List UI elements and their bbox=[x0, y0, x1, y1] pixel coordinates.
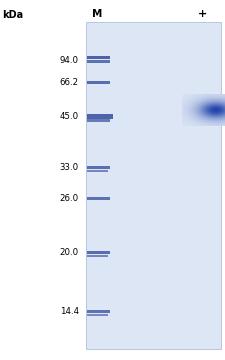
Text: kDa: kDa bbox=[2, 10, 23, 20]
Bar bbox=[87, 56, 110, 59]
Text: 45.0: 45.0 bbox=[60, 112, 79, 121]
Bar bbox=[87, 197, 110, 200]
Text: 14.4: 14.4 bbox=[60, 307, 79, 316]
Text: M: M bbox=[92, 9, 102, 19]
Bar bbox=[87, 166, 110, 169]
Text: 20.0: 20.0 bbox=[60, 248, 79, 257]
Bar bbox=[87, 119, 110, 122]
Bar bbox=[87, 251, 110, 254]
Text: 33.0: 33.0 bbox=[60, 163, 79, 172]
Bar bbox=[87, 60, 110, 63]
Bar bbox=[87, 114, 112, 119]
Text: +: + bbox=[198, 9, 207, 19]
Text: 94.0: 94.0 bbox=[60, 57, 79, 66]
Bar bbox=[87, 255, 108, 257]
Bar bbox=[87, 310, 110, 313]
Text: 66.2: 66.2 bbox=[60, 78, 79, 87]
Text: 26.0: 26.0 bbox=[60, 194, 79, 203]
FancyBboxPatch shape bbox=[86, 22, 220, 349]
Bar bbox=[87, 81, 110, 84]
Bar bbox=[87, 170, 108, 172]
Bar bbox=[87, 314, 108, 316]
